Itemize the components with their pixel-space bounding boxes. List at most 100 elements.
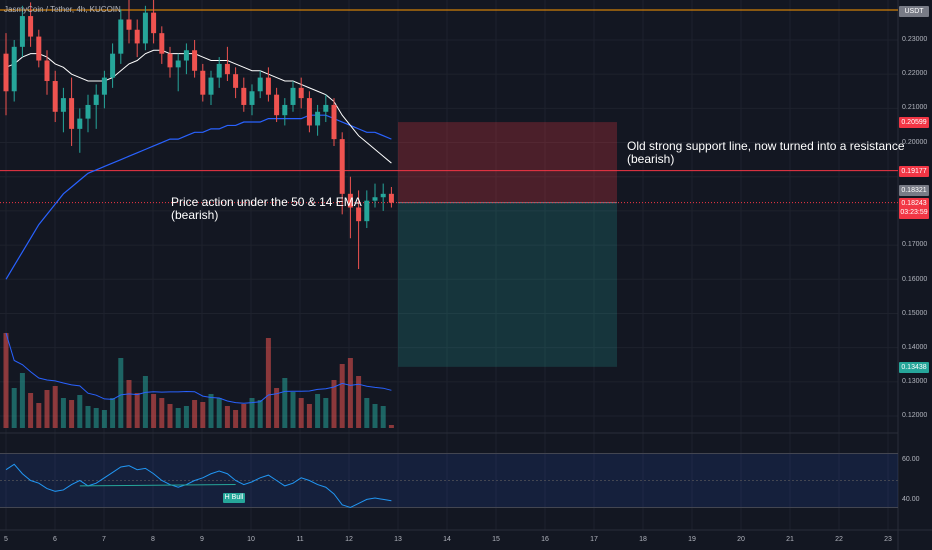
date-label: 13 [394, 536, 402, 543]
volume-bar [101, 410, 107, 428]
target-zone [398, 202, 617, 367]
volume-bar [372, 404, 378, 428]
candle-body [282, 104, 288, 116]
currency-tag[interactable]: USDT [899, 6, 929, 17]
volume-bar [388, 425, 394, 428]
volume-bar [347, 358, 353, 428]
volume-bar [118, 358, 124, 428]
date-label: 12 [345, 536, 353, 543]
date-label: 7 [102, 536, 106, 543]
candle-body [339, 139, 345, 194]
price-label: 0.16000 [902, 276, 928, 283]
candle-body [3, 53, 9, 92]
volume-bar [315, 394, 321, 428]
candle-body [126, 19, 132, 30]
candle-body [331, 104, 337, 140]
volume-bar [200, 402, 206, 428]
last-price-tag: 0.18321 [899, 185, 929, 196]
volume-bar [216, 398, 222, 428]
volume-bar [3, 333, 9, 428]
candle-body [28, 16, 34, 37]
divergence-line [79, 484, 236, 487]
ema14-line [5, 49, 392, 164]
candle-body [93, 94, 99, 105]
candle-body [233, 74, 239, 88]
volume-bar [167, 404, 173, 428]
candle-body [200, 70, 206, 95]
candle-body [110, 53, 116, 78]
price-label: 0.20000 [902, 139, 928, 146]
volume-bar [233, 410, 239, 428]
date-label: 8 [151, 536, 155, 543]
candle-countdown: 03:23:59 [900, 209, 928, 216]
volume-bar [274, 388, 280, 428]
price-label: 0.22000 [902, 70, 928, 77]
h-bull-label[interactable]: H Bull [223, 493, 245, 503]
volume-bar [11, 388, 17, 428]
candle-body [77, 118, 83, 129]
date-label: 15 [492, 536, 500, 543]
candle-body [364, 200, 370, 222]
volume-bar [323, 398, 329, 428]
symbol-header[interactable]: JasmyCoin / Tether, 4h, KUCOIN [4, 5, 121, 14]
volume-bar [208, 394, 214, 428]
candle-body [52, 81, 58, 112]
rsi-label: 60.00 [902, 456, 920, 463]
candle-body [167, 53, 173, 68]
date-label: 20 [737, 536, 745, 543]
ema-annotation[interactable]: Price action under the 50 & 14 EMA (bear… [171, 196, 362, 222]
volume-bar [224, 406, 230, 428]
volume-bar [126, 380, 132, 428]
candle-body [118, 19, 124, 54]
candle-body [159, 33, 165, 54]
date-label: 19 [688, 536, 696, 543]
candle-body [249, 91, 255, 105]
support-annotation-line1: Old strong support line, now turned into… [627, 139, 905, 153]
candle-body [356, 207, 362, 222]
candle-body [274, 94, 280, 116]
resistance-price-tag: 0.19177 [899, 166, 929, 177]
volume-bar [175, 408, 181, 428]
candle-body [372, 197, 378, 201]
volume-bar [142, 376, 148, 428]
volume-ma-line [5, 332, 392, 404]
target-price-tag: 0.13438 [899, 362, 929, 373]
candle-body [192, 50, 198, 71]
volume-bar [183, 406, 189, 428]
volume-bar [36, 403, 42, 428]
candle-body [388, 193, 394, 203]
candle-body [224, 63, 230, 75]
date-label: 10 [247, 536, 255, 543]
date-label: 21 [786, 536, 794, 543]
volume-bar [265, 338, 271, 428]
volume-bar [19, 373, 25, 428]
candle-body [315, 111, 321, 126]
volume-bar [93, 408, 99, 428]
volume-bar [134, 393, 140, 428]
volume-bar [151, 394, 157, 428]
date-label: 18 [639, 536, 647, 543]
price-label: 0.21000 [902, 104, 928, 111]
candle-body [44, 60, 50, 82]
date-label: 14 [443, 536, 451, 543]
volume-bar [60, 398, 66, 428]
candle-body [347, 193, 353, 208]
volume-bar [290, 392, 296, 428]
candle-body [298, 87, 304, 99]
date-label: 5 [4, 536, 8, 543]
candle-body [101, 77, 107, 95]
candle-body [216, 63, 222, 78]
date-label: 11 [296, 536, 304, 543]
candle-body [257, 77, 263, 92]
candle-body [241, 87, 247, 105]
price-label: 0.12000 [902, 412, 928, 419]
volume-bar [364, 398, 370, 428]
support-annotation[interactable]: Old strong support line, now turned into… [627, 140, 905, 166]
date-label: 22 [835, 536, 843, 543]
ema-annotation-line2: (bearish) [171, 208, 219, 222]
volume-bar [282, 378, 288, 428]
volume-bar [28, 393, 34, 428]
price-label: 0.14000 [902, 344, 928, 351]
date-label: 17 [590, 536, 598, 543]
